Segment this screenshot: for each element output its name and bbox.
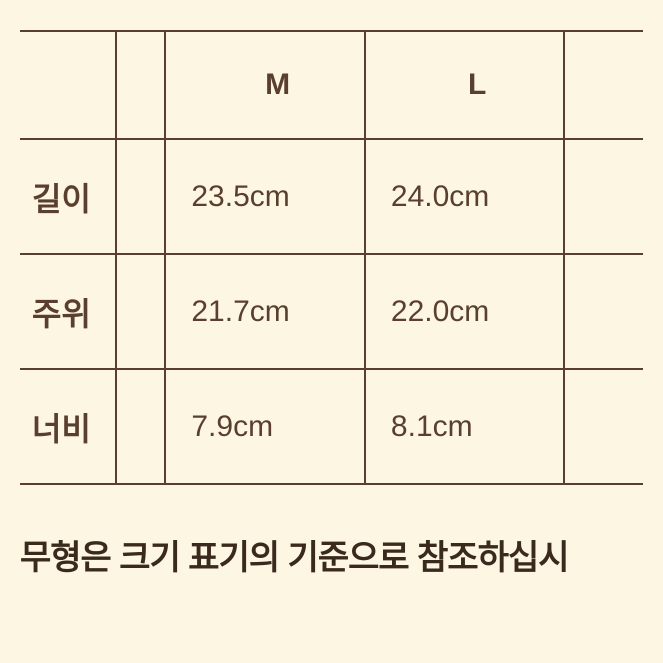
cell-circumference-l: 22.0cm: [365, 254, 565, 369]
table-row: 너비 7.9cm 8.1cm: [20, 369, 643, 484]
table-header-row: M L: [20, 31, 643, 139]
row-label-circumference: 주위: [20, 254, 116, 369]
row-spacer: [116, 369, 166, 484]
cell-circumference-m: 21.7cm: [165, 254, 365, 369]
row-spacer: [116, 254, 166, 369]
header-empty-1: [20, 31, 116, 139]
table-row: 주위 21.7cm 22.0cm: [20, 254, 643, 369]
table-row: 길이 23.5cm 24.0cm: [20, 139, 643, 254]
size-table: M L 길이 23.5cm 24.0cm 주위 21.7cm 22.0cm 너비…: [20, 30, 643, 485]
row-label-width: 너비: [20, 369, 116, 484]
header-l: L: [365, 31, 565, 139]
row-end: [564, 369, 643, 484]
header-empty-3: [564, 31, 643, 139]
size-table-container: M L 길이 23.5cm 24.0cm 주위 21.7cm 22.0cm 너비…: [20, 30, 643, 485]
cell-width-m: 7.9cm: [165, 369, 365, 484]
row-spacer: [116, 139, 166, 254]
cell-width-l: 8.1cm: [365, 369, 565, 484]
footer-note: 무형은 크기 표기의 기준으로 참조하십시: [20, 530, 643, 579]
cell-length-m: 23.5cm: [165, 139, 365, 254]
header-empty-2: [116, 31, 166, 139]
row-end: [564, 139, 643, 254]
row-end: [564, 254, 643, 369]
cell-length-l: 24.0cm: [365, 139, 565, 254]
row-label-length: 길이: [20, 139, 116, 254]
header-m: M: [165, 31, 365, 139]
